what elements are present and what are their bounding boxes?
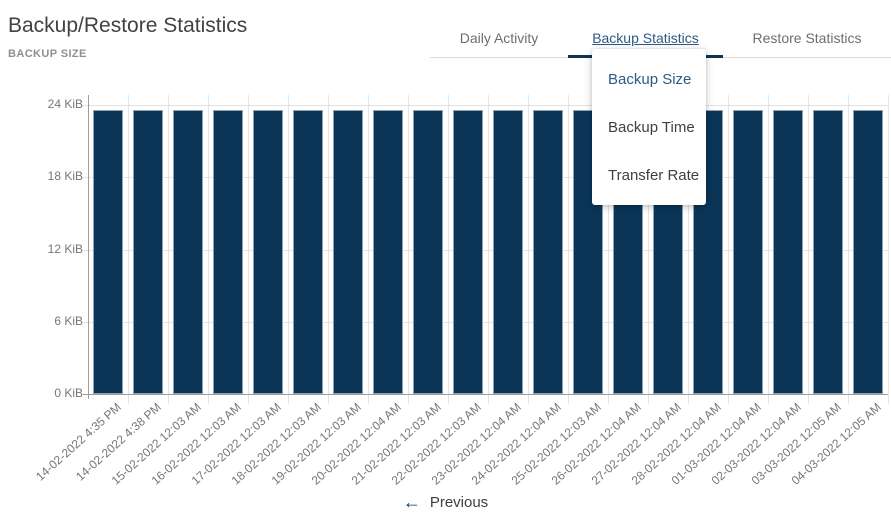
bar[interactable] (373, 109, 403, 394)
x-gridline (728, 95, 729, 404)
arrow-left-icon: ← (402, 492, 421, 512)
backup-size-bar-chart: 14-02-2022 4:35 PM 14-02-2022 4:38 PM 15-0… (0, 95, 891, 488)
y-tick-label: 24 KiB (47, 97, 83, 111)
bar[interactable] (333, 109, 363, 394)
bar[interactable] (453, 109, 483, 394)
tab-restore-statistics[interactable]: Restore Statistics (752, 29, 862, 46)
x-gridline (328, 95, 329, 404)
pagination: ← Previous (0, 489, 891, 515)
plot-area: 14-02-2022 4:35 PM 14-02-2022 4:38 PM 15-0… (33, 95, 889, 488)
x-gridline (608, 95, 609, 404)
x-gridline (488, 95, 489, 404)
x-gridline (208, 95, 209, 404)
x-gridline (768, 95, 769, 404)
chart-section-label: BACKUP SIZE (8, 48, 87, 60)
y-tick-label: 18 KiB (47, 169, 83, 184)
menu-item-transfer-rate[interactable]: Transfer Rate (608, 166, 700, 184)
x-gridline (688, 95, 689, 404)
bar[interactable] (133, 109, 163, 394)
y-axis-line (88, 95, 89, 399)
x-gridline (288, 95, 289, 404)
bar[interactable] (93, 109, 123, 394)
x-gridline (568, 95, 569, 404)
y-tick-label: 0 KiB (54, 386, 83, 400)
bar[interactable] (493, 109, 523, 394)
x-gridline (408, 95, 409, 404)
menu-item-backup-time[interactable]: Backup Time (608, 118, 695, 136)
statistics-dropdown-menu: Backup Size Backup Time Transfer Rate (592, 49, 706, 205)
previous-button[interactable]: ← Previous (395, 489, 496, 515)
x-gridline (128, 95, 129, 404)
y-tick-label: 12 KiB (47, 241, 83, 256)
x-gridline (848, 95, 849, 404)
bar[interactable] (173, 109, 203, 394)
bar[interactable] (733, 109, 763, 394)
x-gridline (248, 95, 249, 404)
y-gridline (83, 105, 888, 106)
y-gridline (83, 249, 888, 251)
bar[interactable] (813, 109, 843, 394)
bar[interactable] (773, 109, 803, 394)
x-gridline (448, 95, 449, 404)
x-gridline (888, 95, 889, 404)
y-gridline (83, 321, 888, 323)
previous-label: Previous (429, 493, 489, 511)
menu-item-backup-size[interactable]: Backup Size (608, 70, 692, 88)
bar[interactable] (293, 109, 323, 394)
bar[interactable] (253, 109, 283, 394)
tab-daily-activity[interactable]: Daily Activity (459, 29, 539, 46)
bar[interactable] (213, 109, 243, 394)
y-tick-label: 6 KiB (54, 313, 83, 328)
bar[interactable] (533, 109, 563, 394)
page-title: Backup/Restore Statistics (8, 14, 248, 37)
x-gridline (648, 95, 649, 404)
x-gridline (168, 95, 169, 404)
x-gridline (808, 95, 809, 404)
y-gridline (83, 177, 888, 179)
x-axis-line (83, 394, 888, 395)
bar[interactable] (853, 109, 883, 394)
x-gridline (528, 95, 529, 404)
bar[interactable] (413, 109, 443, 394)
x-gridline (368, 95, 369, 404)
